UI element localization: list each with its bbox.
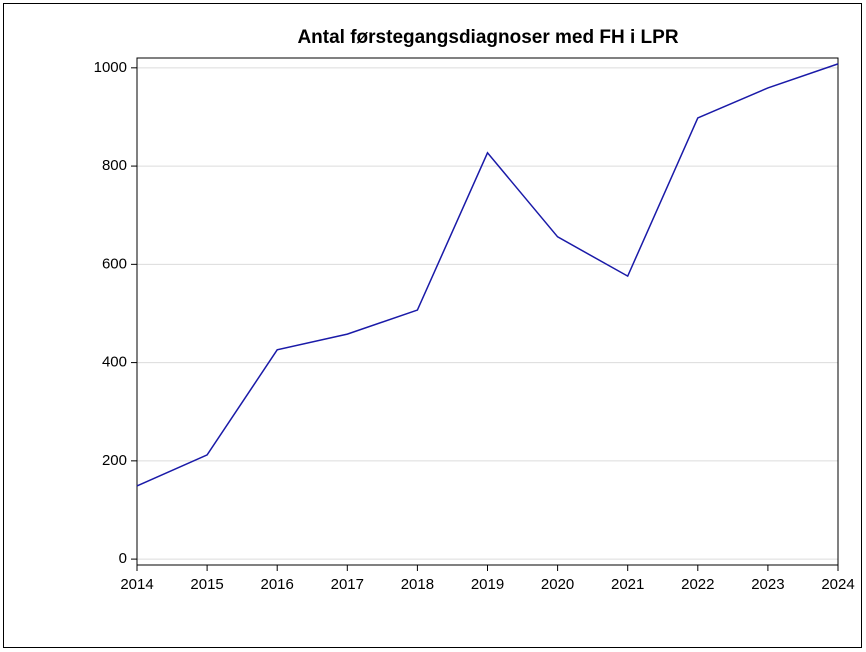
x-tick-label: 2020 (541, 576, 574, 593)
x-tick-label: 2016 (261, 576, 294, 593)
data-line (136, 63, 839, 487)
x-tick-label: 2021 (611, 576, 644, 593)
y-tick-label: 600 (102, 255, 127, 272)
y-tick-label: 800 (102, 157, 127, 174)
outer-border (3, 3, 862, 648)
x-tick-label: 2015 (190, 576, 223, 593)
x-tick-label: 2024 (821, 576, 854, 593)
x-tick-label: 2023 (751, 576, 784, 593)
y-tick-label: 0 (119, 550, 127, 567)
y-tick-label: 400 (102, 354, 127, 371)
x-tick-label: 2018 (401, 576, 434, 593)
x-tick-label: 2019 (471, 576, 504, 593)
y-tick-label: 200 (102, 452, 127, 469)
x-tick-label: 2014 (120, 576, 153, 593)
chart-title: Antal førstegangsdiagnoser med FH i LPR (297, 27, 678, 48)
plot-frame (136, 57, 839, 566)
y-tick-label: 1000 (94, 59, 127, 76)
x-tick-label: 2022 (681, 576, 714, 593)
x-tick-label: 2017 (331, 576, 364, 593)
